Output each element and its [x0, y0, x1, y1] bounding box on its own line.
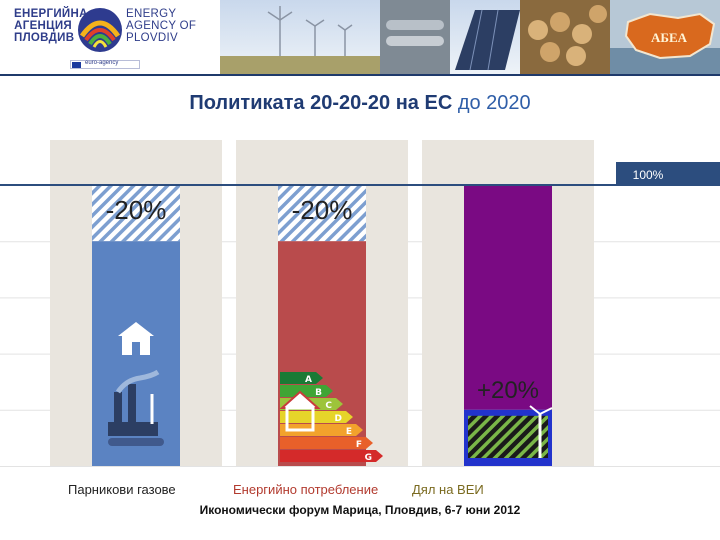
energy-class-arrow: [280, 385, 333, 397]
house-icon: [118, 322, 154, 355]
energy-class-label: G: [365, 453, 372, 463]
energy-class-arrow: [280, 424, 363, 436]
bulgaria-map-icon: [624, 12, 716, 60]
house-outline-icon: [279, 390, 321, 432]
reduction-hatch: [278, 185, 366, 242]
change-label-3: +20%: [477, 377, 539, 404]
reduction-hatch: [92, 185, 180, 242]
energy-class-arrow: [280, 372, 323, 384]
map-badge-label: АБЕА: [651, 30, 688, 45]
title-accent: до 2020: [457, 92, 531, 114]
energy-class-label: E: [346, 427, 352, 437]
euro-agency-strip: euro-agency: [70, 60, 140, 69]
factory-icon: [108, 369, 164, 446]
header-divider: [0, 74, 720, 76]
wind-turbine-icon: [529, 405, 553, 458]
renewables-photo-strip: [468, 415, 548, 458]
sunburst-logo-icon: [78, 8, 122, 52]
eu-flag-icon: [72, 62, 81, 68]
energy-class-label: A: [305, 375, 312, 385]
energy-class-arrow: [280, 437, 373, 449]
energy-photo-banner: АБЕА: [220, 0, 720, 74]
energy-class-label: C: [325, 401, 332, 411]
page-title: Политиката 20-20-20 на ЕС до 2020: [0, 92, 720, 115]
category-label-3: Дял на ВЕИ: [412, 482, 484, 497]
org-name-en: ENERGY AGENCY OF PLOVDIV: [126, 8, 197, 44]
reference-label-box: [616, 162, 720, 185]
energy-class-label: F: [356, 440, 362, 450]
energy-class-label: B: [315, 388, 322, 398]
category-labels: Парникови газове Енергийно потребление Дял…: [0, 482, 720, 500]
category-label-1: Парникови газове: [68, 482, 176, 497]
change-label-2: -20%: [292, 195, 353, 225]
org-name-bg: ЕНЕРГИЙНА АГЕНЦИЯ ПЛОВДИВ: [14, 8, 88, 44]
energy-class-arrow: [280, 411, 353, 423]
bar-3: [464, 185, 552, 410]
reference-line-label: 100%: [633, 168, 664, 182]
agency-logo: ЕНЕРГИЙНА АГЕНЦИЯ ПЛОВДИВ ENERGY AGENCY …: [0, 0, 208, 74]
wind-turbine-icon: [267, 6, 353, 60]
category-label-2: Енергийно потребление: [233, 482, 379, 497]
footer-note: Икономически форум Марица, Пловдив, 6-7 …: [199, 503, 521, 517]
energy-class-label: D: [335, 414, 342, 424]
title-main: Политиката 20-20-20 на ЕС: [189, 92, 453, 114]
change-label-1: -20%: [106, 195, 167, 225]
header: ЕНЕРГИЙНА АГЕНЦИЯ ПЛОВДИВ ENERGY AGENCY …: [0, 0, 720, 76]
euro-agency-label: euro-agency: [85, 60, 119, 66]
energy-class-arrow: [280, 450, 383, 462]
